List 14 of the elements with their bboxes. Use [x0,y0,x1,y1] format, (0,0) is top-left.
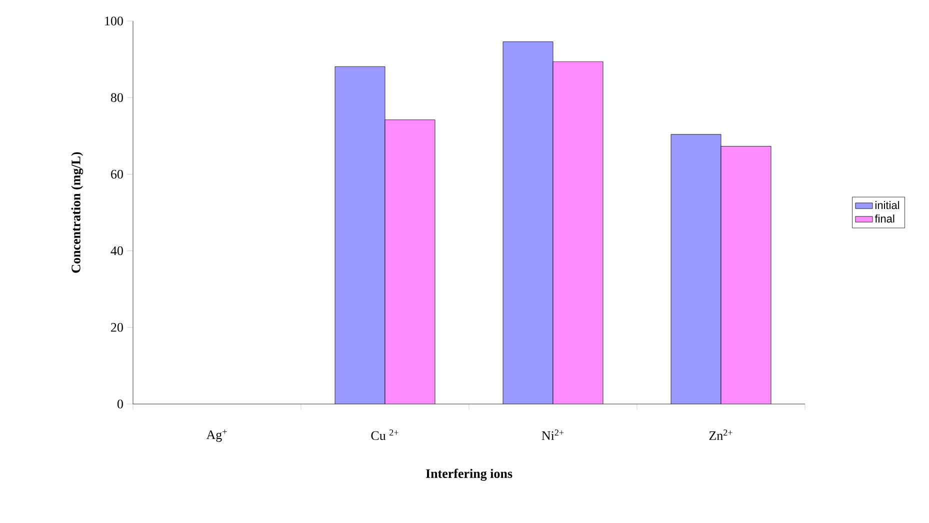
x-axis-title: Interfering ions [426,468,512,481]
x-tick-label: Ni$^{2+}$ [542,430,564,440]
y-tick-label: 100 [105,16,123,26]
y-axis-title: Concentration (mg/L) [71,152,84,273]
y-tick-label: 0 [117,400,123,408]
y-tick-label: 60 [111,170,123,179]
y-tick-label: 20 [111,323,123,332]
x-tick-label: Ag$^{+}$ [206,430,227,442]
x-tick-label: Zn$^{2+}$ [709,430,732,440]
legend-label: final [874,214,894,223]
y-tick-label: 80 [110,93,123,102]
x-tick-label: Cu $^{2+}$ [371,430,398,440]
y-tick-label: 40 [110,246,123,256]
legend-label: initial [875,201,900,210]
